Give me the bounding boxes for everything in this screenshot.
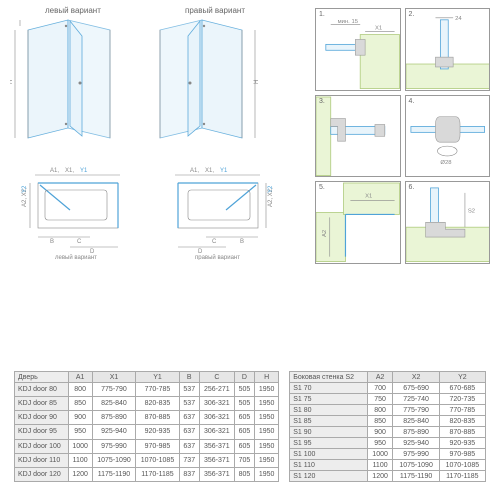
table-row: S1 80800775-790770-785	[290, 405, 486, 416]
table-header: D	[234, 372, 254, 383]
plan-right: A1, X1, Y1 A2, X2, Y2 B C D правый вариа…	[160, 165, 275, 260]
table-header: B	[179, 372, 199, 383]
table-side: Боковая стенка S2A2X2Y2 S1 70700675-6906…	[289, 371, 486, 482]
table-header: X2	[393, 372, 439, 383]
enclosure-right: H	[150, 18, 260, 148]
svg-text:B: B	[240, 239, 244, 245]
table-header: A1	[68, 372, 92, 383]
svg-text:X1,: X1,	[205, 168, 214, 174]
table-row: KDJ door 90900875-890870-885637306-32160…	[15, 411, 279, 425]
svg-text:X1,: X1,	[65, 168, 74, 174]
table-row: S1 1001000975-990970-985	[290, 449, 486, 460]
svg-text:Y1: Y1	[220, 168, 228, 174]
detail-4: 4. Ø28	[405, 95, 491, 178]
table-door: ДверьA1X1Y1BCDH KDJ door 80800775-790770…	[14, 371, 279, 482]
table-header: X1	[92, 372, 135, 383]
table-header: C	[199, 372, 234, 383]
table-header: A2	[367, 372, 393, 383]
svg-text:Ø28: Ø28	[440, 159, 452, 165]
right-variant-label-top: правый вариант	[185, 6, 245, 15]
table-row: KDJ door 12012001175-11901170-1185837356…	[15, 467, 279, 481]
table-row: S1 90900875-890870-885	[290, 427, 486, 438]
svg-text:Y2: Y2	[22, 185, 28, 193]
svg-text:Y2: Y2	[268, 185, 274, 193]
table-row: KDJ door 85850825-840820-835537306-32150…	[15, 397, 279, 411]
detail-grid: 1. мин. 15 X1 2. 24 3.	[315, 8, 490, 258]
table-header: Y1	[136, 372, 179, 383]
svg-text:X1: X1	[375, 26, 382, 32]
table-row: KDJ door 1001000975-990970-985637356-371…	[15, 439, 279, 453]
table-row: KDJ door 95950925-940920-935637306-32160…	[15, 425, 279, 439]
svg-text:A2: A2	[322, 230, 328, 237]
svg-text:X1: X1	[365, 194, 372, 200]
plan-left: A1, X1, Y1 A2, X2, Y2 B C D левый вариан…	[20, 165, 135, 260]
table-header: Боковая стенка S2	[290, 372, 367, 383]
svg-text:24: 24	[455, 16, 462, 22]
table-row: S1 95950925-940920-935	[290, 438, 486, 449]
detail-5: 5. X1 A2	[315, 181, 401, 264]
table-row: S1 75750725-740720-735	[290, 394, 486, 405]
table-row: S1 11011001075-10901070-1085	[290, 460, 486, 471]
left-variant-label-top: левый вариант	[45, 6, 101, 15]
table-row: S1 70700675-690670-685	[290, 383, 486, 394]
svg-text:A1,: A1,	[190, 168, 199, 174]
svg-text:C: C	[212, 239, 217, 245]
svg-text:Y1: Y1	[80, 168, 88, 174]
svg-text:S2: S2	[467, 209, 474, 215]
table-row: KDJ door 80800775-790770-785537256-27150…	[15, 383, 279, 397]
table-header: Дверь	[15, 372, 69, 383]
detail-6: 6. S2	[405, 181, 491, 264]
svg-text:H: H	[10, 80, 14, 84]
table-row: KDJ door 11011001075-10901070-1085737356…	[15, 453, 279, 467]
table-header: Y2	[439, 372, 485, 383]
svg-text:B: B	[50, 239, 54, 245]
detail-2: 2. 24	[405, 8, 491, 91]
svg-text:правый вариант: правый вариант	[195, 254, 240, 260]
svg-text:A1,: A1,	[50, 168, 59, 174]
detail-1: 1. мин. 15 X1	[315, 8, 401, 91]
tables: ДверьA1X1Y1BCDH KDJ door 80800775-790770…	[14, 371, 486, 482]
page: левый вариант правый вариант H	[0, 0, 500, 500]
table-header: H	[254, 372, 278, 383]
enclosure-left: H	[10, 18, 120, 148]
svg-text:мин. 15: мин. 15	[338, 19, 359, 25]
svg-text:левый вариант: левый вариант	[55, 254, 97, 260]
table-row: S1 85850825-840820-835	[290, 416, 486, 427]
detail-3: 3.	[315, 95, 401, 178]
table-row: S1 12012001175-11901170-1185	[290, 471, 486, 482]
svg-text:C: C	[77, 239, 82, 245]
svg-text:H: H	[254, 80, 260, 84]
